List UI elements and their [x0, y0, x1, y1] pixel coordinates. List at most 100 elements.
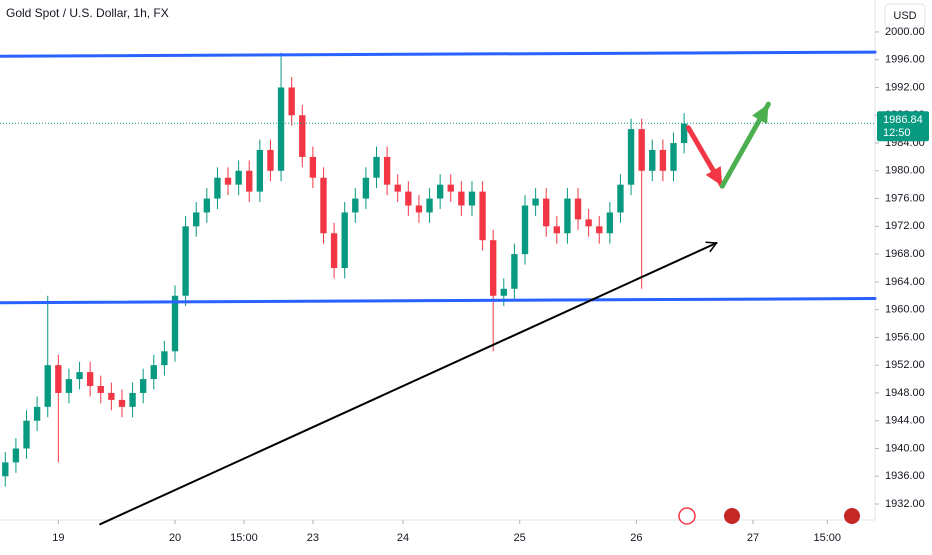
- candle-body: [193, 212, 200, 227]
- candle-body: [415, 205, 423, 213]
- candle: [193, 202, 200, 237]
- y-tick-label: 1936.00: [885, 470, 925, 482]
- candle: [97, 375, 104, 404]
- event-icon[interactable]: [724, 508, 740, 524]
- candle-body: [511, 254, 518, 289]
- candle: [140, 368, 147, 404]
- candle-body: [140, 379, 147, 393]
- candle: [55, 354, 62, 463]
- candle: [203, 188, 210, 223]
- candle: [150, 354, 157, 390]
- candle-body: [680, 123, 688, 144]
- candle: [320, 167, 327, 244]
- candle-body: [150, 365, 157, 380]
- currency-button[interactable]: [884, 3, 926, 29]
- candle: [383, 146, 391, 196]
- candle-body: [617, 184, 624, 213]
- candle-body: [659, 149, 667, 171]
- candle: [44, 295, 51, 418]
- event-icon[interactable]: [678, 507, 696, 525]
- x-tick-label: 20: [169, 532, 181, 544]
- last-price-box: [877, 111, 929, 142]
- currency-label: USD: [893, 10, 916, 22]
- candle-body: [649, 149, 656, 171]
- candle-body: [214, 177, 221, 199]
- candle-body: [203, 198, 210, 213]
- y-tick-label: 1960.00: [885, 304, 925, 316]
- candle-body: [320, 177, 327, 234]
- candle: [352, 188, 359, 223]
- candle: [649, 139, 656, 182]
- candle: [246, 160, 253, 203]
- candle-body: [362, 177, 370, 199]
- candle: [521, 195, 529, 265]
- y-tick-label: 1992.00: [885, 81, 925, 93]
- event-icons: [678, 507, 860, 525]
- candle-body: [224, 177, 232, 185]
- candle-body: [436, 184, 444, 199]
- candle-body: [490, 240, 497, 296]
- x-tick-label: 23: [307, 532, 319, 544]
- y-tick-label: 2000.00: [885, 26, 925, 38]
- candle-body: [468, 191, 476, 206]
- candle-body: [97, 386, 104, 393]
- candle-body: [606, 212, 614, 234]
- candle: [617, 174, 624, 223]
- y-tick-label: 1972.00: [885, 220, 925, 232]
- candle: [373, 146, 380, 189]
- candle-body: [585, 219, 592, 227]
- candle: [659, 139, 667, 182]
- event-icon[interactable]: [844, 508, 860, 524]
- candle-body: [670, 143, 677, 171]
- y-tick-label: 1940.00: [885, 442, 925, 454]
- candle-body: [65, 379, 73, 393]
- candle: [182, 215, 189, 307]
- y-tick-label: 1996.00: [885, 54, 925, 66]
- candle: [670, 132, 677, 182]
- candle: [405, 181, 412, 216]
- trendline-head: [705, 241, 718, 253]
- x-tick-label: 19: [52, 532, 64, 544]
- candle-body: [129, 392, 136, 407]
- candle-body: [543, 198, 550, 227]
- candle: [564, 188, 571, 244]
- candle-body: [500, 288, 507, 296]
- x-tick-label: 24: [397, 532, 409, 544]
- candle-body: [12, 448, 20, 463]
- candle-body: [44, 365, 51, 407]
- candle-body: [553, 226, 560, 234]
- candle: [553, 215, 560, 244]
- resistance: [0, 50, 877, 58]
- x-tick-label: 26: [630, 532, 642, 544]
- candle: [447, 174, 454, 203]
- candle: [33, 396, 41, 432]
- candle: [436, 174, 444, 209]
- x-tick-label: 25: [514, 532, 526, 544]
- candle: [585, 208, 592, 237]
- candle-body: [76, 372, 83, 380]
- candle-body: [405, 191, 412, 206]
- y-tick-label: 1948.00: [885, 387, 925, 399]
- candle-body: [23, 420, 30, 449]
- candle: [543, 188, 550, 237]
- candle-body: [86, 372, 94, 387]
- candle-body: [267, 149, 274, 171]
- candle: [309, 146, 317, 189]
- candle: [341, 202, 348, 279]
- candle: [606, 202, 614, 244]
- candle-body: [341, 212, 348, 268]
- candle: [638, 118, 645, 289]
- candle-body: [426, 198, 433, 213]
- candle: [214, 167, 221, 209]
- candle-body: [574, 198, 582, 220]
- y-tick-label: 1944.00: [885, 415, 925, 427]
- candle-body: [596, 226, 603, 234]
- candle-body: [521, 205, 529, 255]
- candle: [596, 215, 603, 244]
- candle-body: [299, 115, 306, 157]
- candle: [490, 229, 497, 352]
- candle-body: [479, 191, 486, 241]
- candle: [256, 139, 264, 203]
